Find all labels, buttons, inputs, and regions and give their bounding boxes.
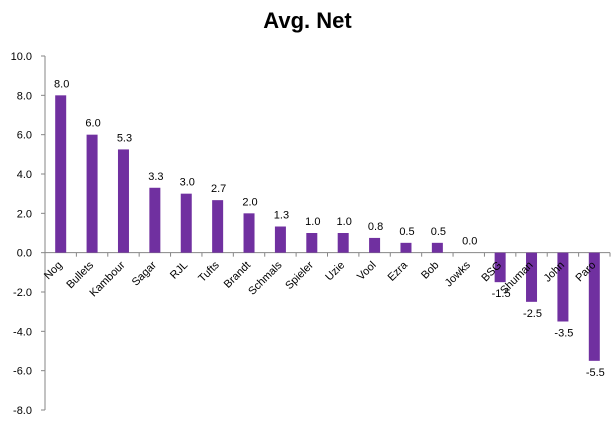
bar-layer — [55, 95, 600, 361]
bar — [117, 149, 129, 253]
x-tick-label: Spieler — [283, 259, 316, 292]
y-tick-label: -4.0 — [13, 326, 32, 338]
bar — [526, 252, 538, 302]
x-tick-label: RJL — [168, 259, 190, 281]
x-tick-label: Vool — [355, 259, 379, 283]
axis-layer: 10.0 8.0 6.0 4.0 2.0 0.0 -2.0 -4.0 -6.0 -8.0 — [11, 51, 611, 417]
y-tick-label: -6.0 — [13, 366, 32, 378]
x-tick-label: Ezra — [386, 259, 411, 284]
data-label: 0.0 — [462, 236, 477, 248]
data-label: 5.3 — [117, 132, 132, 144]
bar — [86, 134, 98, 253]
y-tick-label: -2.0 — [13, 287, 32, 299]
x-tick-label: Tufts — [196, 259, 222, 285]
y-tick-label: 2.0 — [17, 208, 32, 220]
bar — [149, 187, 161, 253]
bar — [212, 200, 224, 253]
bar — [431, 242, 443, 253]
y-tick-label: -8.0 — [13, 405, 32, 417]
data-label: 1.3 — [274, 210, 289, 222]
bar — [274, 226, 286, 253]
bar — [337, 233, 349, 253]
bar — [180, 193, 192, 253]
data-label: 3.0 — [180, 177, 195, 189]
data-label: 1.0 — [305, 216, 320, 228]
data-label: 0.8 — [368, 221, 383, 233]
y-tick-label: 0.0 — [17, 248, 32, 260]
data-label: 2.0 — [242, 196, 257, 208]
data-label: 8.0 — [54, 78, 69, 90]
data-label: -3.5 — [554, 328, 573, 340]
bar — [55, 95, 67, 253]
x-tick-label: Kambour — [88, 259, 128, 299]
data-label: -5.5 — [586, 367, 605, 379]
x-tick-label: Sagar — [130, 259, 159, 288]
y-tick-label: 8.0 — [17, 90, 32, 102]
y-tick-label: 4.0 — [17, 169, 32, 181]
bar — [243, 213, 255, 253]
chart-title: Avg. Net — [263, 8, 352, 33]
x-tick-label: Jowks — [443, 259, 473, 289]
bar — [306, 233, 318, 253]
data-label: 2.7 — [211, 183, 226, 195]
bar — [369, 237, 381, 253]
data-label: -1.5 — [492, 288, 511, 300]
x-tick-label: Uzie — [323, 259, 347, 283]
data-label: -2.5 — [523, 308, 542, 320]
y-tick-label: 6.0 — [17, 130, 32, 142]
bar — [588, 252, 600, 361]
bar — [494, 252, 506, 283]
data-label: 0.5 — [399, 226, 414, 238]
data-label: 0.5 — [431, 226, 446, 238]
bar — [557, 252, 569, 322]
data-label: 3.3 — [148, 171, 163, 183]
data-label: 6.0 — [85, 118, 100, 130]
y-tick-label: 10.0 — [11, 51, 32, 63]
x-tick-label: Schmals — [246, 259, 285, 298]
data-label: 1.0 — [337, 216, 352, 228]
x-tick-label: Bob — [419, 259, 441, 281]
bar — [400, 242, 412, 253]
